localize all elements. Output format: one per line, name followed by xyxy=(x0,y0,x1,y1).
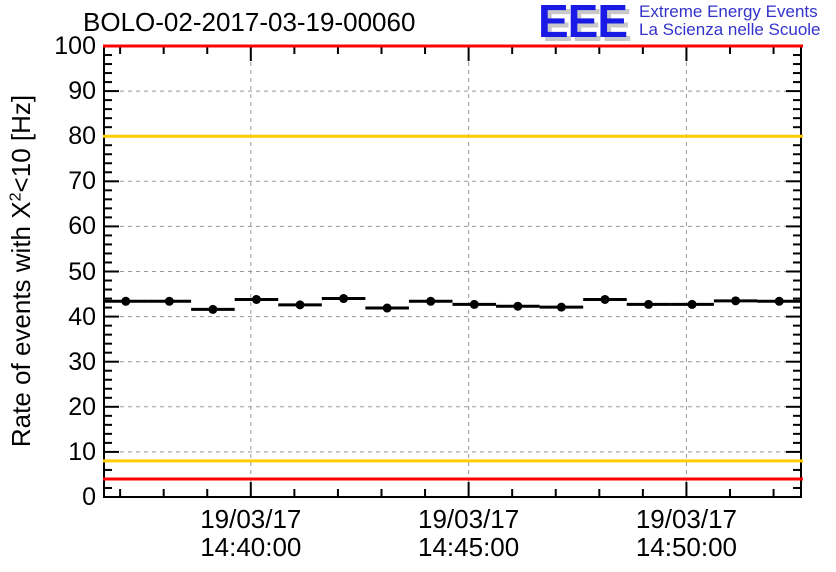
eee-logo-text: Extreme Energy Events La Scienza nelle S… xyxy=(639,0,820,39)
data-point xyxy=(295,300,305,310)
data-point xyxy=(426,296,436,306)
x-tick-label: 19/03/17 14:45:00 xyxy=(418,505,519,561)
y-tick-label: 0 xyxy=(82,483,96,511)
x-tick-line: 14:50:00 xyxy=(635,532,738,562)
y-tick-label: 20 xyxy=(68,392,96,421)
y-tick-label: 80 xyxy=(68,122,96,151)
eee-logo-line1: Extreme Energy Events xyxy=(639,2,818,21)
y-tick-label: 40 xyxy=(68,302,96,331)
y-tick-label: 10 xyxy=(68,437,96,466)
data-point xyxy=(164,296,174,306)
chart-title: BOLO-02-2017-03-19-00060 xyxy=(83,7,416,37)
data-point xyxy=(382,303,392,313)
eee-logo-line2: La Scienza nelle Scuole xyxy=(639,20,821,39)
x-tick-label: 19/03/17 14:40:00 xyxy=(200,505,301,561)
x-tick-line: 14:45:00 xyxy=(418,532,520,562)
x-tick-line: 19/03/17 xyxy=(635,504,738,534)
y-tick-label: 50 xyxy=(68,257,96,286)
data-point xyxy=(251,294,261,304)
x-tick-line: 19/03/17 xyxy=(418,504,520,534)
data-point xyxy=(731,296,741,306)
data-point xyxy=(556,302,566,312)
x-tick-line: 14:40:00 xyxy=(200,532,302,562)
data-point xyxy=(600,294,610,304)
y-tick-label: 60 xyxy=(68,212,96,241)
y-tick-label: 70 xyxy=(68,167,96,196)
eee-logo: EEE Extreme Energy Events La Scienza nel… xyxy=(538,0,821,47)
y-tick-label: 100 xyxy=(54,32,96,60)
data-point xyxy=(469,299,479,309)
y-tick-label: 30 xyxy=(68,347,96,376)
data-point xyxy=(687,299,697,309)
data-point xyxy=(339,294,349,304)
y-tick-label: 90 xyxy=(68,77,96,106)
x-tick-label: 19/03/17 14:50:00 xyxy=(636,505,737,561)
data-point xyxy=(644,299,654,309)
x-tick-line: 19/03/17 xyxy=(200,504,302,534)
data-point xyxy=(774,296,784,306)
data-point xyxy=(513,301,523,311)
eee-acronym: EEE xyxy=(538,0,628,47)
data-point xyxy=(208,304,218,314)
data-point xyxy=(121,296,131,306)
